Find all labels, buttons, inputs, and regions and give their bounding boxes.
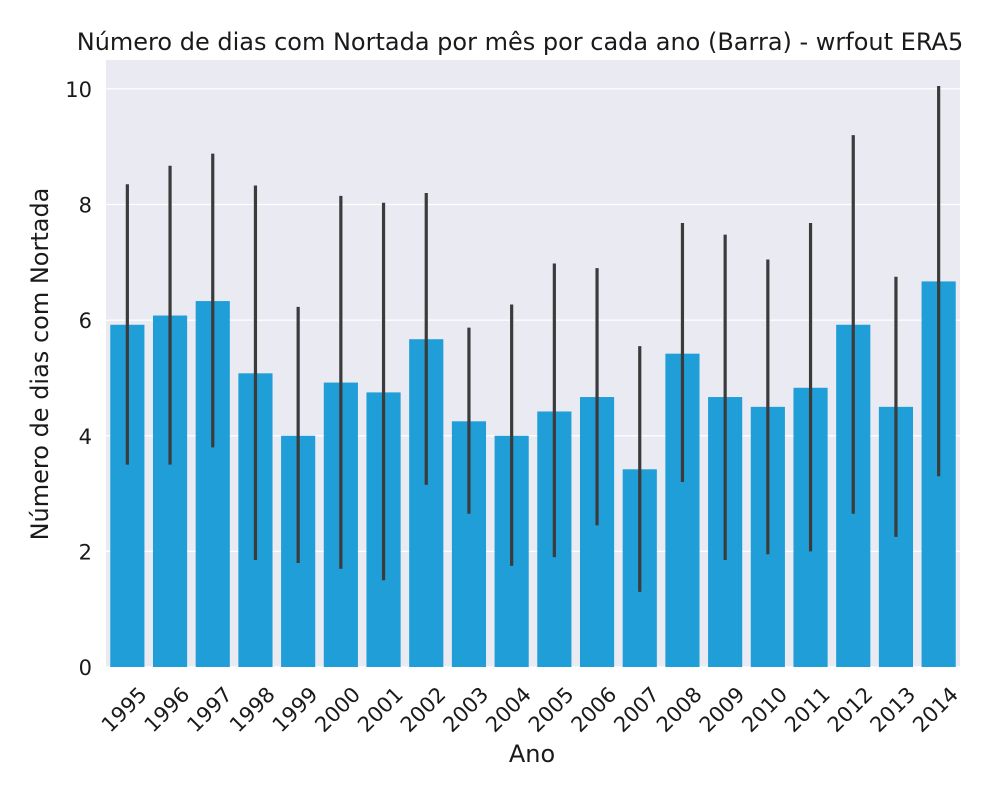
x-tick-label: 2008 bbox=[652, 682, 707, 737]
x-tick-label: 1995 bbox=[97, 682, 152, 737]
x-tick-label: 2007 bbox=[609, 682, 664, 737]
y-axis-label: Número de dias com Nortada bbox=[26, 188, 54, 541]
chart-title: Número de dias com Nortada por mês por c… bbox=[77, 28, 964, 56]
x-tick-label: 2014 bbox=[908, 682, 963, 737]
x-tick-label: 2009 bbox=[695, 682, 750, 737]
y-tick-label: 6 bbox=[79, 309, 92, 333]
x-tick-label: 2004 bbox=[481, 682, 536, 737]
y-tick-label: 10 bbox=[65, 78, 92, 102]
y-tick-label: 0 bbox=[79, 656, 92, 680]
x-axis-ticks: 1995199619971998199920002001200220032004… bbox=[97, 682, 963, 737]
x-tick-label: 2012 bbox=[823, 682, 878, 737]
plot-area bbox=[106, 60, 960, 667]
x-tick-label: 2013 bbox=[865, 682, 920, 737]
x-tick-label: 2000 bbox=[310, 682, 365, 737]
y-axis-ticks: 0 2 4 6 8 10 bbox=[65, 78, 92, 680]
x-axis-label: Ano bbox=[509, 740, 555, 768]
x-tick-label: 2006 bbox=[567, 682, 622, 737]
x-tick-label: 1997 bbox=[182, 682, 237, 737]
y-tick-label: 2 bbox=[79, 540, 92, 564]
x-tick-label: 2002 bbox=[396, 682, 451, 737]
x-tick-label: 1996 bbox=[140, 682, 195, 737]
x-tick-label: 1999 bbox=[268, 682, 323, 737]
x-tick-label: 2003 bbox=[438, 682, 493, 737]
y-tick-label: 8 bbox=[79, 194, 92, 218]
x-tick-label: 2001 bbox=[353, 682, 408, 737]
x-tick-label: 2005 bbox=[524, 682, 579, 737]
x-tick-label: 1998 bbox=[225, 682, 280, 737]
x-tick-label: 2010 bbox=[737, 682, 792, 737]
error-bars bbox=[125, 86, 941, 592]
x-tick-label: 2011 bbox=[780, 682, 835, 737]
bars bbox=[110, 281, 956, 667]
y-tick-label: 4 bbox=[79, 425, 92, 449]
